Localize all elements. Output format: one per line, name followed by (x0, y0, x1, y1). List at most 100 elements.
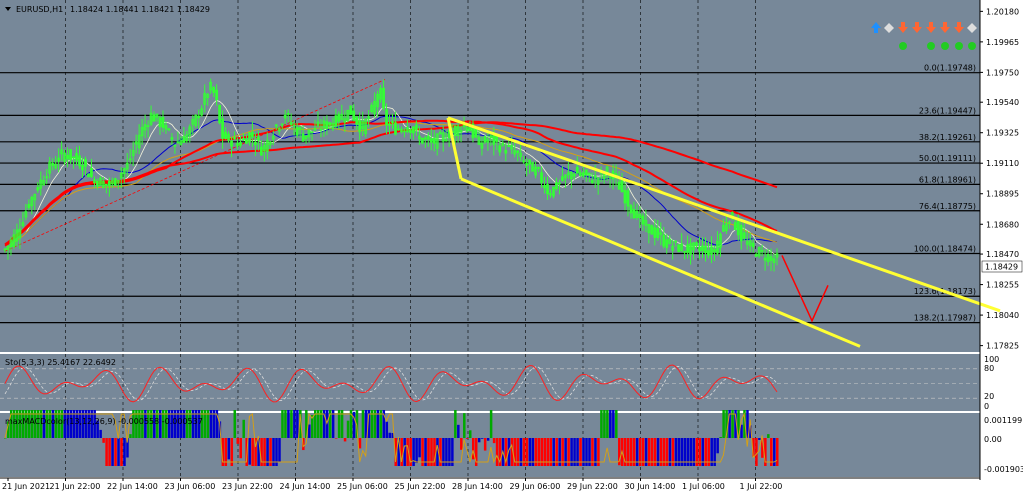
channel-lower-line[interactable] (460, 177, 861, 348)
macd-bar (776, 438, 779, 466)
candle-body (358, 120, 362, 133)
candle-body (81, 165, 84, 171)
macd-bar (427, 438, 430, 466)
candle-body (84, 158, 87, 167)
candle-body (608, 176, 612, 179)
macd-bar (346, 420, 350, 438)
macd-bar (12, 410, 16, 438)
arrow-up-icon (871, 22, 881, 33)
macd-bar (460, 438, 463, 450)
fib-label: 100.0(1.18474) (914, 244, 976, 253)
time-axis: 21 Jun 2021 21 Jun 22:00 22 Jun 14:00 23 Ju… (0, 477, 980, 491)
macd-bar (135, 410, 138, 438)
channel-upper-line[interactable] (447, 116, 1001, 313)
candle-body (525, 163, 529, 166)
candle-body (590, 179, 594, 184)
arrow-down-icon (954, 22, 964, 33)
candle-body (426, 135, 430, 140)
price-tick-label: 1.18470 (986, 250, 1019, 259)
candle-body (686, 244, 689, 253)
candle-body (75, 153, 78, 161)
candle-body (775, 253, 779, 258)
candle-body (513, 150, 517, 155)
candle-body (6, 245, 10, 251)
candle-body (376, 93, 379, 108)
candle-body (572, 174, 576, 177)
candle-body (277, 127, 281, 132)
macd-bar (609, 410, 612, 438)
macd-bar (203, 410, 207, 438)
macd-bar (39, 410, 43, 438)
macd-bar (689, 438, 693, 466)
macd-bar (707, 438, 710, 466)
candle-body (367, 116, 371, 120)
macd-bar (63, 410, 67, 438)
candle-body (504, 149, 508, 154)
candle-body (122, 168, 126, 175)
time-tick-label: 29 Jun 22:00 (567, 482, 618, 491)
candle-body (349, 105, 353, 115)
macd-tick-top: 0.001199 (984, 416, 1022, 425)
symbol-header: EURUSD,H1 1.18424 1.18441 1.18421 1.1842… (5, 5, 210, 14)
candle-body (742, 232, 746, 239)
macd-bar (325, 410, 329, 438)
macd-bar (513, 438, 517, 466)
macd-bar (400, 438, 403, 466)
macd-bar (656, 438, 660, 466)
macd-bar (105, 438, 108, 466)
candle-body (197, 115, 201, 119)
stoch-main-line (4, 364, 778, 403)
macd-bar (755, 438, 758, 466)
main-pane[interactable] (0, 0, 980, 352)
candle-body (274, 124, 278, 127)
candle-body (301, 133, 305, 142)
trend-channel[interactable] (446, 116, 1001, 348)
candle-body (203, 92, 207, 105)
candle-body (170, 137, 174, 140)
candle-body (224, 131, 227, 139)
macd-bar (206, 410, 210, 438)
macd-bar (725, 410, 728, 438)
macd-bar (469, 430, 472, 438)
macd-bar (260, 438, 263, 466)
candle-body (745, 241, 749, 245)
macd-bar (272, 438, 275, 466)
macd-bar (188, 410, 192, 438)
candle-body (623, 189, 627, 204)
candle-body (519, 152, 523, 157)
macd-bar (78, 410, 82, 438)
macd-bar (308, 424, 311, 438)
channel-connector[interactable] (446, 117, 463, 180)
macd-bar (173, 410, 177, 438)
candle-body (364, 119, 368, 135)
candle-body (435, 133, 439, 149)
macd-bar (638, 438, 642, 466)
macd-bar (54, 410, 58, 438)
candle-body (128, 158, 132, 161)
candle-body (578, 172, 582, 177)
macd-bar (579, 438, 582, 466)
candle-body (179, 140, 183, 146)
macd-bar (343, 438, 347, 442)
macd-bar (370, 410, 374, 438)
macd-bar (555, 438, 558, 466)
macd-bar (665, 438, 669, 466)
macd-bar (489, 410, 493, 438)
macd-bar (716, 438, 719, 454)
macd-bar (322, 410, 326, 438)
candle-body (516, 150, 520, 153)
macd-bar (629, 438, 633, 466)
macd-bar (421, 438, 424, 466)
fib-label: 76.4(1.18775) (919, 202, 976, 211)
stochastic-pane[interactable] (0, 354, 980, 411)
time-tick-label: 28 Jun 14:00 (452, 482, 503, 491)
price-tick-label: 1.19540 (986, 98, 1019, 107)
macd-bar (591, 438, 594, 466)
candle-body (400, 128, 403, 133)
macd-bar (671, 438, 675, 466)
macd-bar (236, 438, 239, 444)
price-tick-label: 1.18255 (986, 281, 1019, 290)
macd-bar (522, 438, 526, 466)
macd-bar (72, 410, 76, 438)
green-dot-icon (941, 42, 949, 50)
